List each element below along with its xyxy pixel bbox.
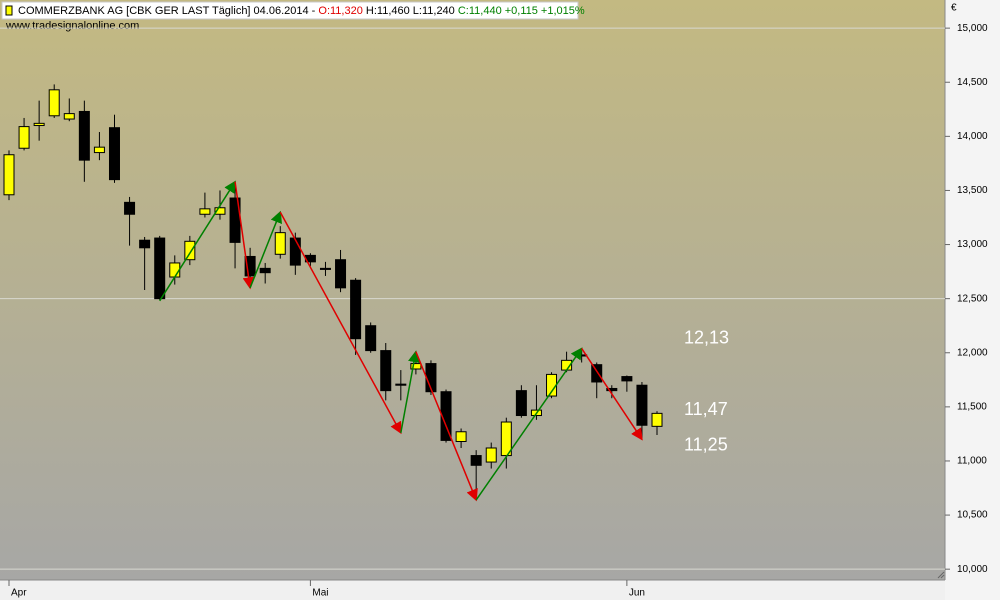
candle-body — [33, 122, 45, 127]
y-axis-area — [945, 0, 1000, 600]
header-text: COMMERZBANK AG [CBK GER LAST Täglich] 04… — [18, 5, 585, 17]
candle-body — [259, 267, 271, 274]
title: COMMERZBANK AG [CBK GER LAST Täglich] 04… — [18, 5, 316, 17]
candle-body — [319, 267, 331, 270]
candle-body — [455, 431, 467, 442]
zigzag-segment — [279, 211, 402, 435]
candle-body — [169, 262, 181, 278]
candle-body — [274, 232, 286, 255]
price-annotation: 11,47 — [684, 399, 728, 419]
candle-body — [93, 146, 105, 154]
candle-body — [410, 363, 422, 370]
zigzag-segment — [234, 181, 255, 290]
y-tick-label: 15,000 — [957, 23, 988, 34]
watermark: www.tradesignalonline.com — [5, 20, 139, 32]
zigzag-segment — [581, 348, 643, 441]
y-tick-label: 10,500 — [957, 510, 988, 521]
candle-body — [335, 259, 347, 289]
candle-body — [78, 110, 90, 161]
candle-body — [3, 154, 15, 196]
candle-body — [440, 391, 452, 441]
candle-body — [395, 383, 407, 386]
candle-body — [365, 325, 377, 352]
quote-high-low: H:11,460 L:11,240 — [366, 5, 455, 17]
candle-body — [576, 354, 588, 357]
x-tick-label: Jun — [629, 588, 645, 599]
y-tick-label: 14,500 — [957, 77, 988, 88]
resize-grip — [937, 571, 945, 579]
quote-open: O:11,320 — [318, 5, 362, 17]
zigzag-segment — [249, 210, 282, 289]
zigzag-segment — [415, 351, 478, 502]
price-annotation: 11,25 — [684, 435, 728, 455]
candle-body — [636, 384, 648, 426]
candle-body — [485, 447, 497, 463]
candle-body — [470, 455, 482, 466]
zigzag-segment — [400, 350, 420, 433]
candle-body — [199, 208, 211, 215]
y-tick-label: 13,500 — [957, 185, 988, 196]
y-tick-label: 11,500 — [957, 402, 987, 413]
candle-body — [124, 201, 136, 215]
quote-close: C:11,440 +0,115 +1,015% — [458, 5, 585, 17]
price-annotation: 12,13 — [684, 327, 729, 347]
candle-body — [350, 279, 362, 340]
candle-body — [651, 412, 663, 427]
candle-body — [244, 255, 256, 277]
x-tick-label: Apr — [11, 588, 27, 599]
header-icon — [5, 5, 13, 16]
header-box — [1, 1, 579, 20]
candle-body — [184, 240, 196, 261]
candle-body — [63, 113, 75, 120]
plot-area — [0, 0, 945, 580]
y-tick-label: 10,000 — [957, 564, 988, 575]
y-tick-label: 13,000 — [957, 239, 988, 250]
currency: € — [951, 3, 957, 14]
candle-body — [515, 390, 527, 417]
candle-body — [621, 376, 633, 382]
candle-body — [380, 350, 392, 392]
y-tick-label: 14,000 — [957, 131, 988, 142]
candle-body — [606, 387, 618, 392]
candle-body — [108, 127, 120, 181]
candle-body — [18, 126, 30, 149]
candle-body — [591, 364, 603, 383]
x-tick-label: Mai — [312, 588, 328, 599]
y-tick-label: 12,000 — [957, 347, 988, 358]
candle-body — [214, 207, 226, 215]
candle-body — [289, 237, 301, 266]
y-tick-label: 11,000 — [957, 456, 987, 467]
y-tick-label: 12,500 — [957, 293, 988, 304]
candle-body — [154, 237, 166, 300]
candle-body — [139, 239, 151, 249]
zigzag-segment — [475, 347, 583, 501]
candle-body — [48, 89, 60, 117]
zigzag-segment — [159, 180, 236, 302]
